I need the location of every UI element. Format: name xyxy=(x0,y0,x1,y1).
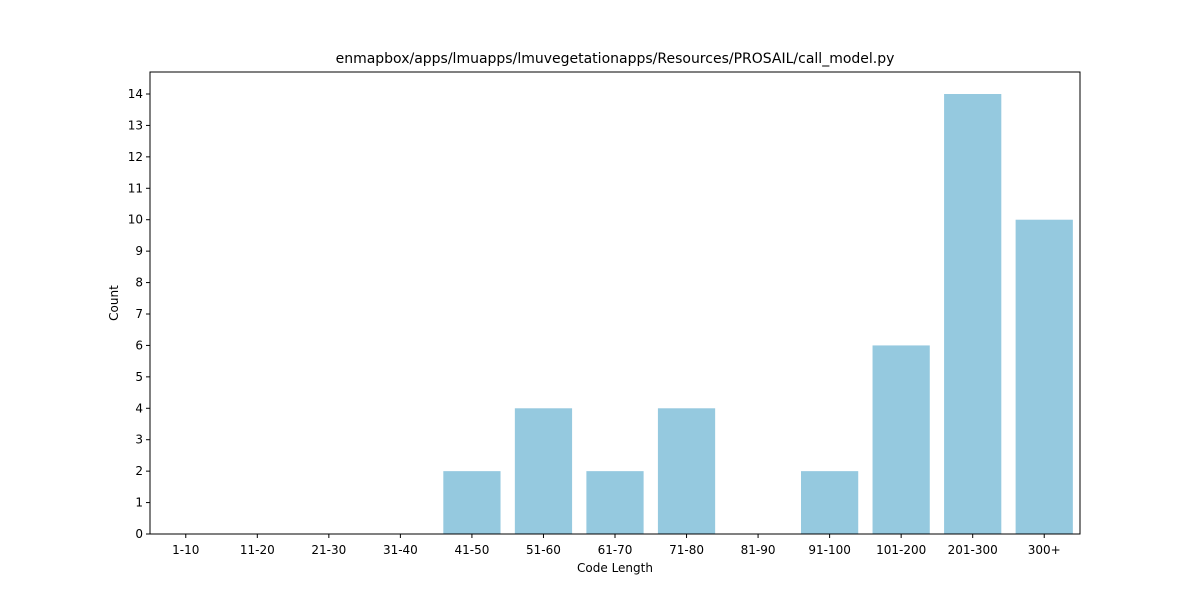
y-tick-label: 1 xyxy=(135,496,143,510)
x-tick-label: 51-60 xyxy=(526,543,561,557)
bar-61-70 xyxy=(586,471,644,534)
bar-300+ xyxy=(1015,219,1073,534)
y-tick-label: 6 xyxy=(135,338,143,352)
bar-71-80 xyxy=(657,408,716,534)
y-axis-label: Count xyxy=(107,285,121,321)
x-tick-label: 300+ xyxy=(1028,543,1061,557)
x-tick-label: 1-10 xyxy=(172,543,199,557)
y-tick-label: 5 xyxy=(135,370,143,384)
bar-91-100 xyxy=(801,471,859,534)
plot-frame xyxy=(149,71,1081,535)
chart-title: enmapbox/apps/lmuapps/lmuvegetationapps/… xyxy=(336,51,895,67)
y-tick-label: 11 xyxy=(128,181,143,195)
bar-51-60 xyxy=(514,408,573,534)
y-tick-label: 3 xyxy=(135,433,143,447)
y-tick-label: 14 xyxy=(128,87,143,101)
y-tick-label: 2 xyxy=(135,464,143,478)
x-tick-label: 21-30 xyxy=(311,543,346,557)
bar-41-50 xyxy=(443,471,501,534)
x-tick-label: 201-300 xyxy=(948,543,998,557)
x-tick-label: 101-200 xyxy=(876,543,926,557)
bar-201-300 xyxy=(944,94,1002,534)
y-tick-label: 9 xyxy=(135,244,143,258)
x-tick-label: 81-90 xyxy=(741,543,776,557)
y-tick-label: 13 xyxy=(128,118,143,132)
x-tick-label: 61-70 xyxy=(598,543,633,557)
x-tick-label: 31-40 xyxy=(383,543,418,557)
y-tick-label: 12 xyxy=(128,150,143,164)
y-tick-label: 7 xyxy=(135,307,143,321)
y-tick-label: 8 xyxy=(135,276,143,290)
x-tick-label: 71-80 xyxy=(669,543,704,557)
y-tick-label: 4 xyxy=(135,401,143,415)
x-axis: 1-10 11-20 21-30 31-40 41-50 51-60 61-70 71-80 8… xyxy=(172,534,1061,557)
x-tick-label: 91-100 xyxy=(808,543,851,557)
bar-101-200 xyxy=(872,345,930,534)
x-axis-label: Code Length xyxy=(577,561,653,575)
bars-layer xyxy=(443,94,1073,534)
x-tick-label: 11-20 xyxy=(240,543,275,557)
y-tick-label: 10 xyxy=(128,213,143,227)
y-tick-label: 0 xyxy=(135,527,143,541)
x-tick-label: 41-50 xyxy=(454,543,489,557)
